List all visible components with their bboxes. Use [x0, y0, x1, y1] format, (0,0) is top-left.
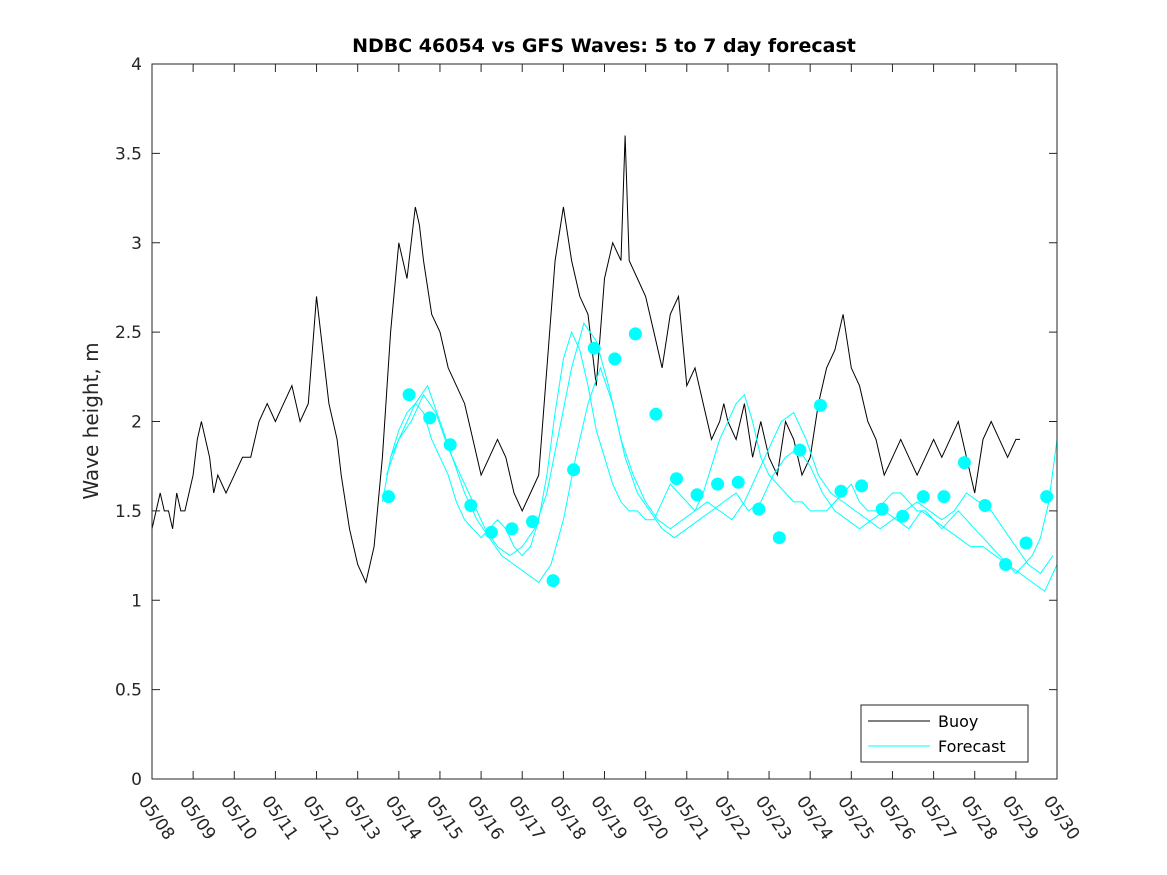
- x-tick-label: 05/26: [874, 792, 918, 844]
- forecast-marker-10: [587, 341, 601, 355]
- x-tick-label: 05/29: [998, 792, 1042, 844]
- forecast-marker-4: [464, 499, 478, 512]
- y-axis-label: Wave height, m: [79, 342, 103, 499]
- forecast-marker-27: [937, 490, 951, 504]
- forecast-marker-7: [526, 515, 539, 529]
- forecast-marker-0: [382, 490, 395, 504]
- forecast-marker-24: [875, 502, 889, 516]
- x-tick-label: 05/14: [381, 792, 425, 844]
- plot-area: [151, 135, 1058, 593]
- forecast-marker-14: [670, 472, 683, 486]
- x-tick-label: 05/24: [792, 792, 836, 844]
- forecast-marker-23: [855, 479, 869, 493]
- x-tick-label: 05/27: [915, 792, 959, 844]
- forecast-marker-28: [957, 456, 971, 470]
- forecast-marker-9: [567, 463, 581, 477]
- legend: Buoy Forecast: [860, 704, 1029, 763]
- x-tick-label: 05/10: [216, 792, 260, 844]
- forecast-marker-15: [690, 488, 704, 502]
- y-tick-label: 1: [131, 591, 142, 611]
- forecast-marker-13: [649, 407, 663, 421]
- x-tick-label: 05/13: [340, 792, 384, 844]
- forecast-marker-20: [793, 443, 807, 457]
- legend-forecast-label: Forecast: [938, 737, 1006, 756]
- forecast-series-line-1: [381, 330, 1058, 575]
- x-tick-label: 05/09: [175, 792, 219, 844]
- y-tick-label: 3.5: [115, 144, 142, 164]
- forecast-marker-29: [978, 499, 992, 512]
- legend-buoy-label: Buoy: [938, 712, 978, 731]
- forecast-marker-26: [916, 490, 930, 504]
- forecast-marker-11: [608, 352, 622, 366]
- x-tick-label: 05/15: [422, 792, 466, 844]
- forecast-series-line-2: [386, 322, 1054, 575]
- x-tick-label: 05/08: [134, 792, 178, 844]
- x-tick-label: 05/16: [463, 792, 507, 844]
- x-tick-label: 05/11: [257, 792, 301, 844]
- x-tick-label: 05/12: [298, 792, 342, 844]
- x-tick-label: 05/19: [586, 792, 630, 844]
- x-tick-label: 05/20: [628, 792, 672, 844]
- forecast-marker-12: [628, 327, 642, 341]
- x-tick-label: 05/17: [504, 792, 548, 844]
- forecast-marker-3: [443, 438, 457, 452]
- y-tick-label: 4: [131, 55, 142, 75]
- buoy-series-line: [151, 135, 1020, 584]
- forecast-marker-25: [896, 509, 910, 523]
- plot-frame: [151, 63, 1058, 780]
- forecast-marker-19: [772, 531, 786, 545]
- y-tick-label: 0.5: [115, 681, 142, 701]
- forecast-marker-31: [1019, 536, 1033, 550]
- forecast-marker-1: [402, 388, 416, 402]
- x-tick-label: 05/25: [833, 792, 877, 844]
- chart-title: NDBC 46054 vs GFS Waves: 5 to 7 day fore…: [352, 35, 856, 57]
- forecast-marker-2: [423, 411, 437, 425]
- forecast-marker-5: [484, 525, 498, 539]
- y-tick-label: 0: [131, 770, 142, 790]
- y-tick-label: 2.5: [115, 323, 142, 343]
- x-tick-label: 05/28: [957, 792, 1001, 844]
- x-tick-label: 05/22: [710, 792, 754, 844]
- forecast-marker-17: [731, 475, 745, 489]
- forecast-marker-22: [834, 484, 848, 498]
- forecast-marker-32: [1040, 490, 1054, 504]
- forecast-marker-8: [546, 574, 560, 588]
- x-tick-label: 05/18: [545, 792, 589, 844]
- x-tick-label: 05/30: [1039, 792, 1083, 844]
- y-tick-label: 3: [131, 234, 142, 254]
- y-tick-label: 1.5: [115, 502, 142, 522]
- forecast-marker-21: [814, 398, 827, 412]
- x-tick-label: 05/21: [669, 792, 713, 844]
- legend-box: [860, 704, 1029, 763]
- forecast-marker-18: [752, 502, 766, 516]
- forecast-series-line-3: [390, 366, 1058, 593]
- forecast-marker-6: [505, 522, 519, 536]
- y-tick-label: 2: [131, 413, 142, 433]
- forecast-marker-30: [999, 558, 1013, 571]
- x-tick-label: 05/23: [751, 792, 795, 844]
- forecast-marker-16: [711, 477, 725, 491]
